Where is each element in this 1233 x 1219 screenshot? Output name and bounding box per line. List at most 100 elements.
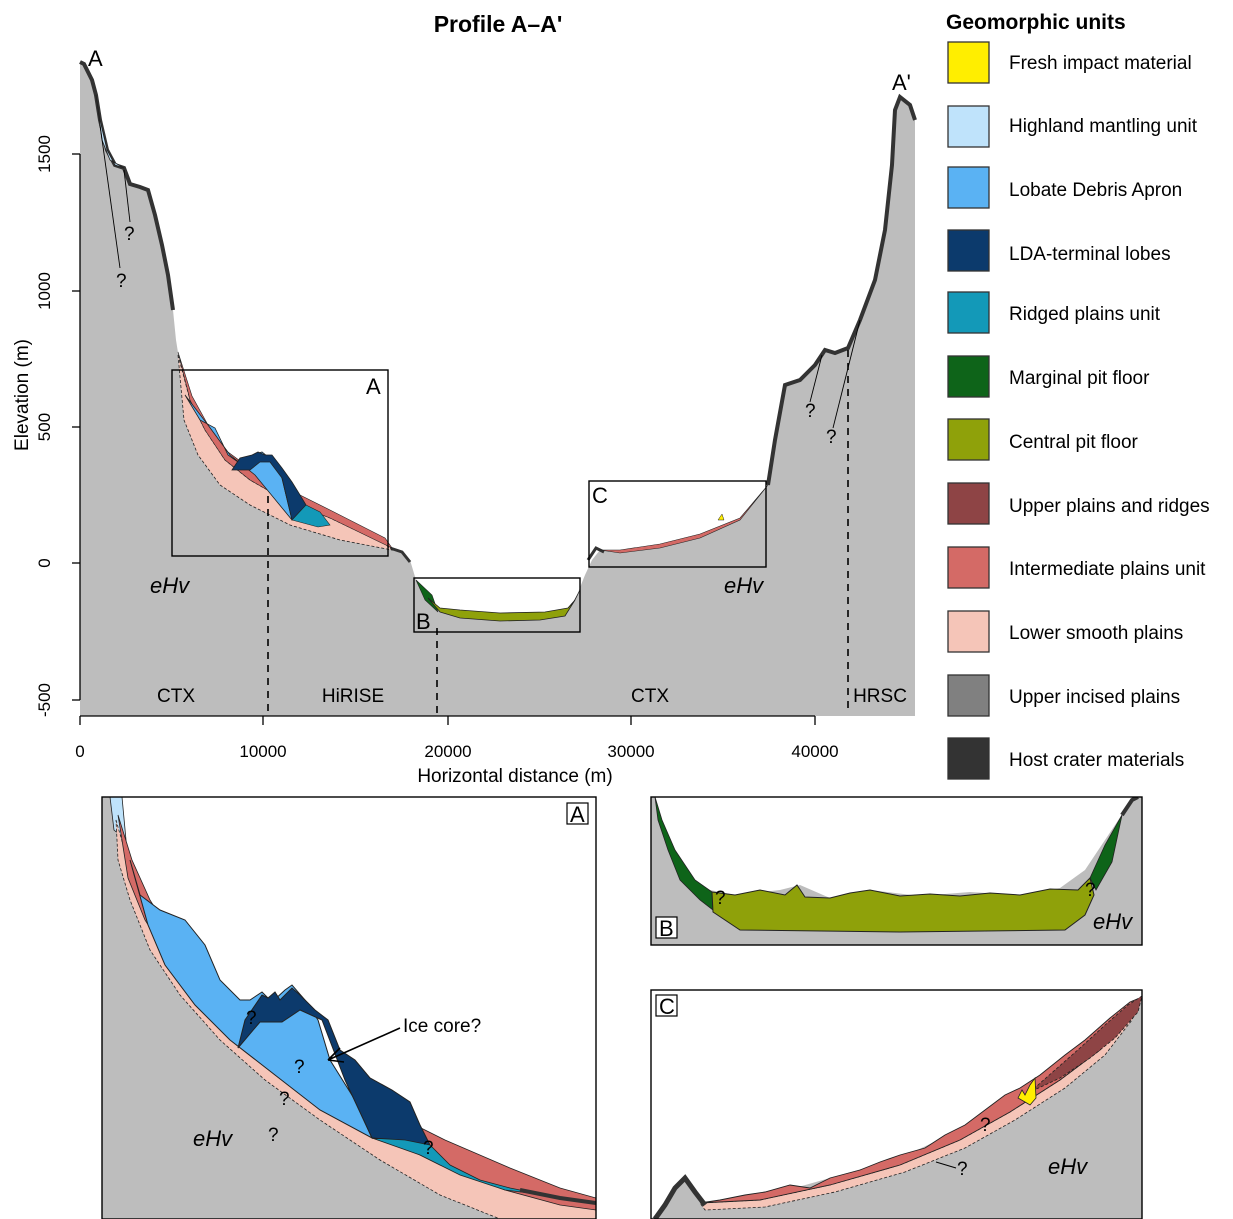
legend-label: Host crater materials [1009,750,1184,771]
inset-b-ehv-label: eHv [1093,909,1134,934]
inset-box-a-label: A [366,374,381,399]
inset-c-uncertain-leader [935,1161,957,1169]
legend-item-ridged-plains: Ridged plains unit [947,291,1161,334]
x-tick-3: 30000 [607,742,654,761]
uncertain-mark-1: ? [124,224,135,245]
inset-box-c [588,480,767,568]
y-tick-1500: 1500 [35,135,54,173]
intermediate-plains-east [599,484,769,554]
inset-a-bedrock [102,797,596,1219]
host-crater-surface-east [766,93,917,486]
legend-item-lda-terminal: LDA-terminal lobes [947,229,1171,272]
inset-a-frame [101,796,597,1219]
y-tick-500: 500 [35,413,54,441]
inset-c: C eHv ? ? [650,989,1143,1219]
legend-item-upper-plains: Upper plains and ridges [947,482,1210,525]
inset-b-cavity [655,797,1132,898]
endpoint-a-prime: A' [892,70,911,95]
legend-label: LDA-terminal lobes [1009,244,1171,265]
x-tick-1: 10000 [239,742,286,761]
inset-c-frame [650,989,1143,1219]
y-axis-ticks [72,153,80,701]
legend-swatch [947,166,990,209]
inset-box-c-label: C [592,483,608,508]
inset-c-ehv-label: eHv [1048,1154,1089,1179]
profile-title: Profile A–A' [434,11,563,37]
legend-item-lda: Lobate Debris Apron [947,166,1182,209]
legend-item-upper-incised-plains: Upper incised plains [947,674,1180,717]
highland-mantling-fill [95,94,125,169]
inset-a-lda [129,859,374,1140]
inset-b-central-pit-floor [711,877,1095,933]
legend-item-intermediate-plains: Intermediate plains unit [947,546,1206,589]
y-tick-1000: 1000 [35,272,54,310]
inset-a-uncertain-1: ? [246,1008,257,1029]
uncertain-mark-3: ? [805,401,816,422]
legend-item-highland-mantling: Highland mantling unit [947,105,1198,148]
data-source-dividers [267,350,849,714]
x-axis-label: Horizontal distance (m) [417,766,612,787]
inset-a-uncertain-4: ? [268,1125,279,1146]
inset-a-lda-terminal-lobes [237,987,431,1146]
ridged-plains-main [291,504,331,528]
x-axis-ticks [79,716,816,725]
legend-label: Upper incised plains [1009,687,1180,708]
lda-terminal-lobes-main [231,451,307,521]
inset-a-annotation-arrow [327,1027,401,1063]
legend-swatch [947,291,990,334]
host-crater-west-pit-rim [389,546,412,563]
legend-label: Marginal pit floor [1009,368,1150,389]
ehv-label-west: eHv [150,573,191,598]
y-tick-neg500: -500 [35,683,54,717]
legend-swatch [947,482,990,525]
source-label-ctx-east: CTX [631,686,669,707]
legend-item-marginal-pit-floor: Marginal pit floor [947,355,1150,398]
legend-item-host-crater: Host crater materials [947,737,1184,780]
x-tick-2: 20000 [424,742,471,761]
inset-b: B eHv ? ? [650,796,1143,946]
inset-b-host-crater-rim [1120,797,1139,817]
legend-title: Geomorphic units [946,11,1126,34]
inset-b-frame [650,796,1143,946]
inset-c-intermediate-plains [699,996,1142,1204]
source-label-hirise: HiRISE [322,686,384,707]
inset-c-uncertain-1: ? [957,1159,968,1180]
uncertain-mark-2: ? [116,271,127,292]
legend-item-central-pit-floor: Central pit floor [947,418,1139,461]
legend-label: Ridged plains unit [1009,304,1161,325]
bedrock-ehv [80,62,915,716]
x-tick-0: 0 [75,742,84,761]
legend-label: Central pit floor [1009,432,1139,453]
inset-a-annotation: Ice core? [403,1016,481,1037]
inset-b-marginal-pit-floor-east [1089,814,1123,891]
inset-box-b-label: B [416,609,431,634]
inset-a-ridged-plains [371,1137,546,1196]
inset-c-upper-plains-ridges [1029,995,1142,1093]
y-axis-label: Elevation (m) [12,339,33,451]
inset-box-a [171,369,389,557]
y-tick-0: 0 [35,558,54,567]
inset-b-uncertain-1: ? [715,888,726,909]
inset-c-uncertain-2: ? [980,1115,991,1136]
ehv-label-east: eHv [724,573,765,598]
host-crater-east-pit-rim [586,546,605,561]
inset-a-uncertain-3: ? [279,1089,290,1110]
legend-swatch [947,546,990,589]
inset-a-uncertain-5: ? [423,1138,434,1159]
inset-a-host-crater-rim [519,1188,596,1205]
legend-label: Intermediate plains unit [1009,559,1206,580]
legend-swatch [947,41,990,84]
legend-label: Upper plains and ridges [1009,496,1210,517]
legend-label: Fresh impact material [1009,53,1192,74]
fresh-impact-east [717,513,725,521]
legend: Geomorphic units Fresh impact material H… [946,11,1210,780]
marginal-pit-floor-west [415,579,439,613]
inset-b-label: B [659,916,674,941]
profile-chart: Profile A–A' [12,11,917,787]
inset-c-fresh-impact [1017,1076,1037,1106]
legend-swatch [947,610,990,653]
inset-box-b [413,577,581,633]
legend-swatch [947,737,990,780]
legend-swatch [947,674,990,717]
